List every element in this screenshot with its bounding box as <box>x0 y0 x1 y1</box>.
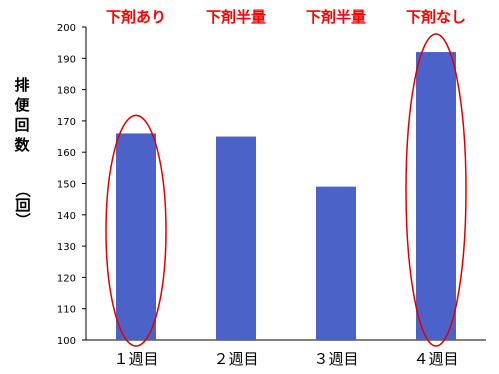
bar <box>416 52 456 340</box>
annotation-label: 下剤半量 <box>206 8 266 26</box>
annotation-label: 下剤半量 <box>306 8 366 26</box>
y-tick-label: 140 <box>57 211 76 222</box>
bar <box>116 133 156 340</box>
x-category-label: ４週目 <box>413 350 458 368</box>
y-tick-label: 190 <box>57 54 76 65</box>
y-tick-label: 200 <box>57 23 76 34</box>
y-axis-label-char: 排 <box>14 76 29 94</box>
bar <box>216 137 256 340</box>
y-tick-label: 150 <box>57 180 76 191</box>
y-axis-label-char: 数 <box>14 136 30 154</box>
x-category-label: １週目 <box>113 350 158 368</box>
y-tick-label: 110 <box>57 305 76 316</box>
bar <box>316 187 356 340</box>
y-tick-label: 160 <box>57 148 76 159</box>
x-category-label: ２週目 <box>213 350 258 368</box>
y-tick-label: 180 <box>57 86 76 97</box>
y-axis-label-char: 回 <box>14 116 29 134</box>
y-tick-label: 130 <box>57 242 76 253</box>
annotation-label: 下剤なし <box>406 8 466 26</box>
x-category-label: ３週目 <box>313 350 358 368</box>
y-tick-label: 120 <box>57 273 76 284</box>
y-tick-label: 100 <box>57 336 76 347</box>
annotation-label: 下剤あり <box>106 8 166 26</box>
y-axis-unit-label: （回） <box>14 182 32 227</box>
y-axis-label-char: 便 <box>14 96 30 114</box>
y-tick-label: 170 <box>57 117 76 128</box>
